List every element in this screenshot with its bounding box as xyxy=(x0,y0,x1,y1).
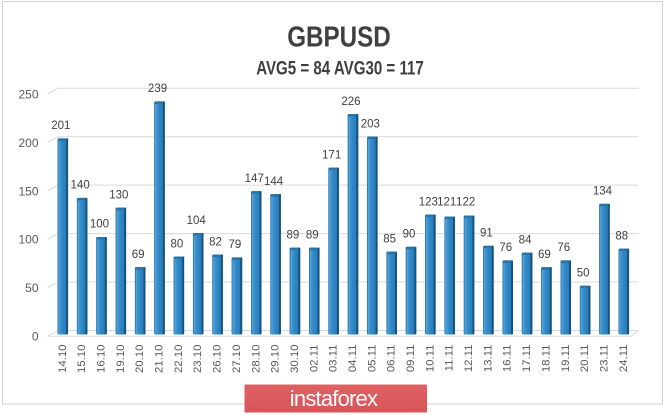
svg-text:02.11: 02.11 xyxy=(308,345,320,373)
svg-text:79: 79 xyxy=(229,239,242,251)
svg-text:GBPUSD: GBPUSD xyxy=(287,20,391,53)
svg-text:23.10: 23.10 xyxy=(192,345,204,374)
svg-text:76: 76 xyxy=(557,242,570,254)
svg-text:21.10: 21.10 xyxy=(154,345,166,374)
svg-text:05.11: 05.11 xyxy=(366,345,378,373)
svg-text:226: 226 xyxy=(341,96,360,108)
svg-text:27.10: 27.10 xyxy=(231,345,243,374)
svg-text:250: 250 xyxy=(18,87,38,101)
svg-text:09.11: 09.11 xyxy=(405,345,417,373)
svg-text:19.10: 19.10 xyxy=(115,345,127,374)
svg-text:134: 134 xyxy=(593,186,613,198)
svg-text:89: 89 xyxy=(287,229,300,241)
svg-text:14.10: 14.10 xyxy=(57,345,69,374)
svg-text:20.11: 20.11 xyxy=(579,345,591,373)
svg-text:28.10: 28.10 xyxy=(250,345,262,374)
svg-text:80: 80 xyxy=(170,238,183,250)
svg-text:0: 0 xyxy=(32,330,39,344)
svg-text:147: 147 xyxy=(245,173,264,185)
svg-text:122: 122 xyxy=(456,196,475,208)
svg-text:239: 239 xyxy=(148,83,167,95)
svg-text:144: 144 xyxy=(264,176,284,188)
svg-text:100: 100 xyxy=(18,233,38,247)
svg-text:82: 82 xyxy=(209,236,222,248)
svg-text:24.11: 24.11 xyxy=(618,345,630,373)
svg-text:20.10: 20.10 xyxy=(134,345,146,374)
svg-text:30.10: 30.10 xyxy=(289,345,301,374)
svg-text:85: 85 xyxy=(383,233,396,245)
svg-text:203: 203 xyxy=(361,118,380,130)
svg-text:29.10: 29.10 xyxy=(270,345,282,374)
svg-text:12.11: 12.11 xyxy=(463,345,475,373)
svg-text:91: 91 xyxy=(480,228,493,240)
svg-text:150: 150 xyxy=(18,184,38,198)
svg-text:23.11: 23.11 xyxy=(598,345,610,373)
svg-text:11.11: 11.11 xyxy=(444,345,456,372)
svg-text:19.11: 19.11 xyxy=(560,345,572,373)
svg-text:17.11: 17.11 xyxy=(521,345,533,373)
svg-text:10.11: 10.11 xyxy=(424,345,436,373)
svg-text:121: 121 xyxy=(437,196,456,208)
svg-text:AVG5 = 84 AVG30 = 117: AVG5 = 84 AVG30 = 117 xyxy=(256,57,424,79)
svg-text:16.10: 16.10 xyxy=(95,345,107,374)
svg-text:88: 88 xyxy=(615,230,628,242)
svg-text:69: 69 xyxy=(132,249,145,261)
svg-text:50: 50 xyxy=(25,281,39,295)
svg-text:15.10: 15.10 xyxy=(76,345,88,374)
svg-text:90: 90 xyxy=(403,229,416,241)
svg-text:104: 104 xyxy=(187,215,207,227)
svg-text:84: 84 xyxy=(519,234,532,246)
svg-text:171: 171 xyxy=(322,149,341,161)
svg-text:16.11: 16.11 xyxy=(502,344,514,372)
svg-text:100: 100 xyxy=(90,219,109,231)
svg-text:200: 200 xyxy=(18,136,38,150)
svg-text:13.11: 13.11 xyxy=(482,345,494,373)
svg-text:03.11: 03.11 xyxy=(328,345,340,373)
svg-text:130: 130 xyxy=(109,189,128,201)
svg-text:76: 76 xyxy=(499,242,512,254)
svg-text:26.10: 26.10 xyxy=(212,345,224,374)
svg-text:06.11: 06.11 xyxy=(386,345,398,373)
svg-text:123: 123 xyxy=(419,196,438,208)
svg-text:instaforex: instaforex xyxy=(290,386,378,411)
svg-text:04.11: 04.11 xyxy=(347,345,359,373)
svg-text:140: 140 xyxy=(71,180,90,192)
svg-text:50: 50 xyxy=(577,268,590,280)
svg-text:22.10: 22.10 xyxy=(173,345,185,374)
svg-text:69: 69 xyxy=(538,249,551,261)
svg-text:201: 201 xyxy=(51,120,70,132)
svg-text:18.11: 18.11 xyxy=(540,345,552,373)
svg-text:89: 89 xyxy=(306,229,319,241)
